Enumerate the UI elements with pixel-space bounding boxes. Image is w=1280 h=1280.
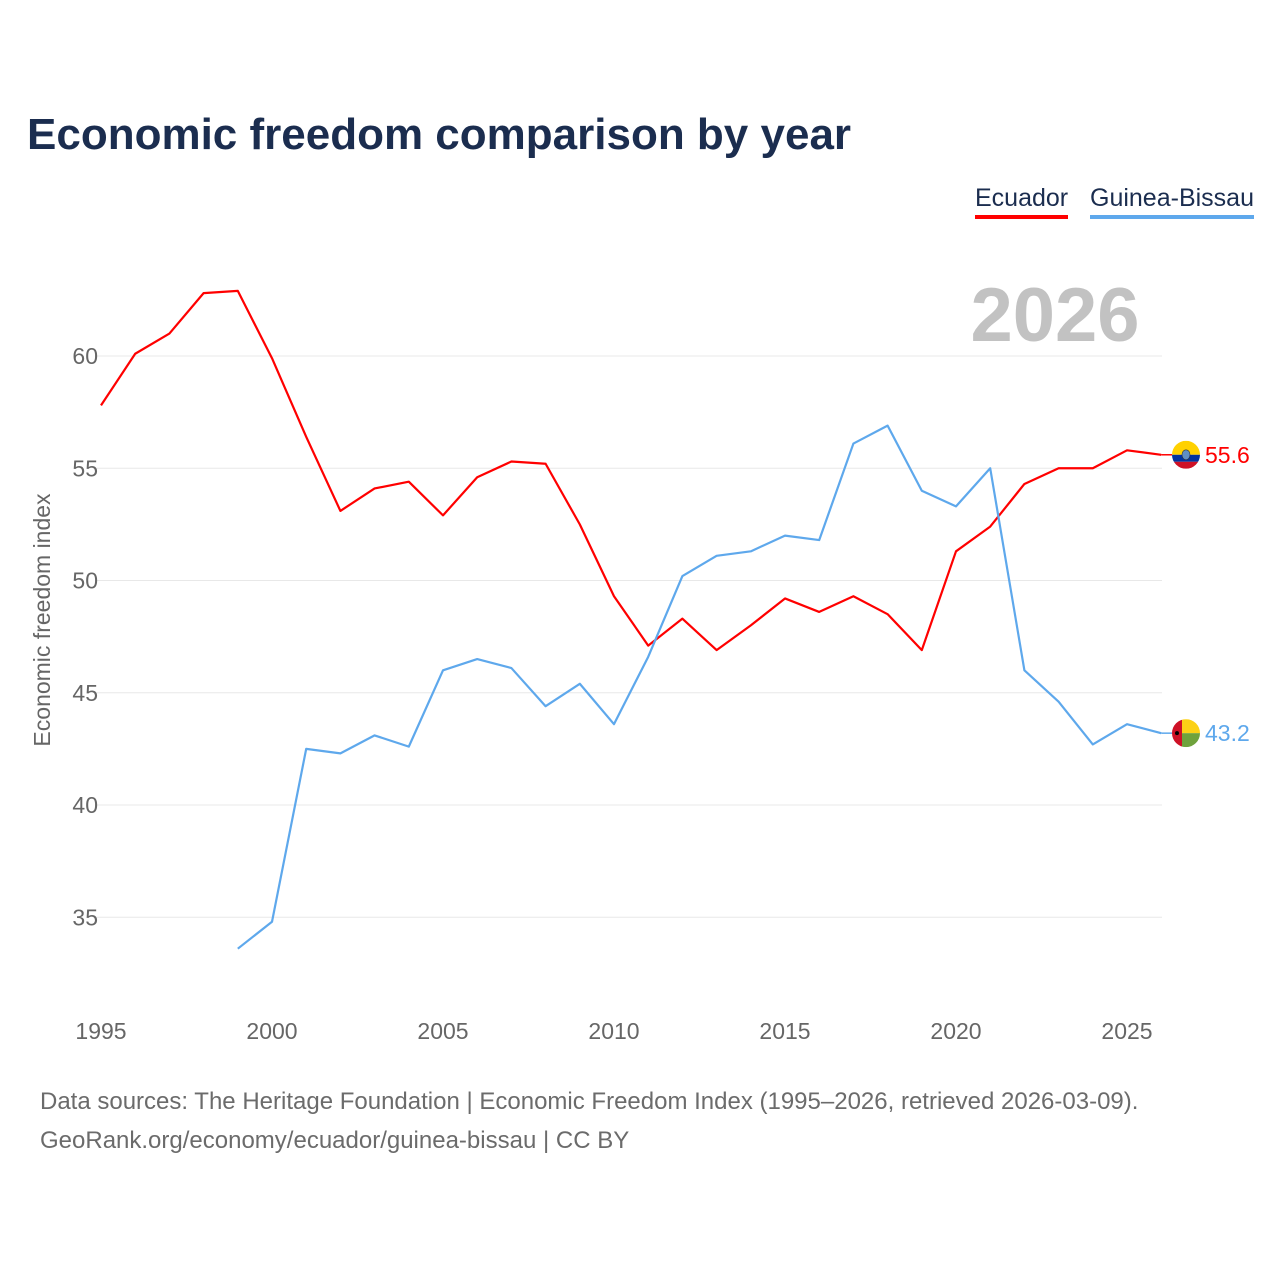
- legend-item-guinea-bissau[interactable]: Guinea-Bissau: [1090, 184, 1254, 219]
- chart-title: Economic freedom comparison by year: [27, 110, 852, 159]
- x-tick-label: 2025: [1101, 1018, 1152, 1044]
- y-tick-label: 50: [72, 568, 98, 594]
- guinea-bissau-flag-icon: [1172, 719, 1200, 748]
- ecuador-flag-icon: [1172, 440, 1200, 469]
- x-tick-label: 2000: [246, 1018, 297, 1044]
- series-line-guinea-bissau[interactable]: [237, 424, 1162, 950]
- y-tick-label: 40: [72, 792, 98, 818]
- x-tick-label: 1995: [75, 1018, 126, 1044]
- footer-sources: Data sources: The Heritage Foundation | …: [40, 1088, 1139, 1115]
- end-value-label: 55.6: [1205, 442, 1250, 468]
- x-tick-label: 2010: [588, 1018, 639, 1044]
- y-tick-label: 35: [72, 904, 98, 930]
- series-line-ecuador[interactable]: [100, 289, 1162, 652]
- x-tick-label: 2015: [759, 1018, 810, 1044]
- y-axis-label: Economic freedom index: [29, 493, 55, 747]
- footer-url[interactable]: GeoRank.org/economy/ecuador/guinea-bissa…: [40, 1127, 630, 1154]
- x-tick-label: 2020: [930, 1018, 981, 1044]
- legend-item-ecuador[interactable]: Ecuador: [975, 184, 1069, 219]
- x-tick-label: 2005: [417, 1018, 468, 1044]
- year-watermark: 2026: [970, 273, 1139, 358]
- y-tick-label: 55: [72, 455, 98, 481]
- y-tick-label: 60: [72, 343, 98, 369]
- end-value-label: 43.2: [1205, 720, 1250, 746]
- y-tick-label: 45: [72, 680, 98, 706]
